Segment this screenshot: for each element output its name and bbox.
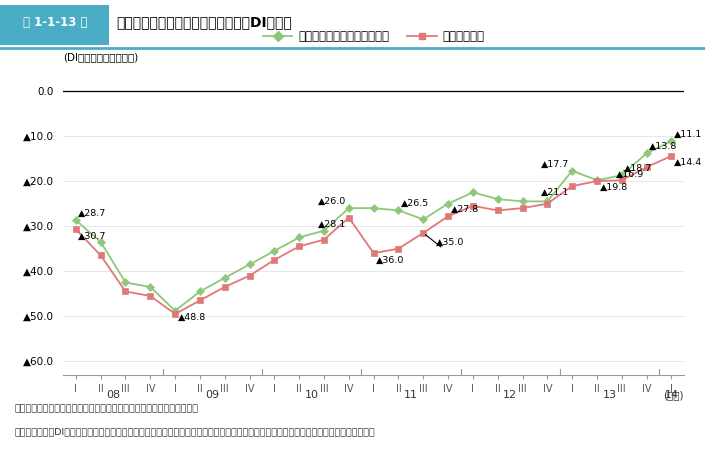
Text: ▲28.1: ▲28.1	[318, 220, 346, 229]
Text: 11: 11	[404, 390, 418, 400]
Text: 12: 12	[503, 390, 517, 400]
Text: 13: 13	[602, 390, 616, 400]
Text: ▲21.1: ▲21.1	[541, 188, 570, 197]
Text: 中小企業・小規模事業者の業況判断DIの推移: 中小企業・小規模事業者の業況判断DIの推移	[116, 16, 292, 30]
Text: ▲17.7: ▲17.7	[541, 159, 570, 169]
Text: ▲28.7: ▲28.7	[78, 209, 106, 218]
Text: (年期): (年期)	[663, 390, 684, 400]
Text: （注）業況判断DIは、前期に比べて、業況が「好転」と答えた企業の割合（％）から、「悪化」と答えた企業の割合（％）を引いたもの。: （注）業況判断DIは、前期に比べて、業況が「好転」と答えた企業の割合（％）から、…	[14, 427, 375, 436]
Text: ▲14.4: ▲14.4	[674, 158, 702, 167]
FancyBboxPatch shape	[0, 5, 109, 45]
Text: ▲16.9: ▲16.9	[616, 170, 644, 178]
Text: ▲26.0: ▲26.0	[318, 197, 346, 206]
Text: 09: 09	[205, 390, 219, 400]
Text: ▲19.8: ▲19.8	[599, 182, 627, 191]
Text: 14: 14	[664, 390, 678, 400]
Text: ▲13.8: ▲13.8	[649, 142, 678, 151]
Text: ▲11.1: ▲11.1	[674, 130, 702, 139]
Text: ▲26.5: ▲26.5	[401, 199, 429, 208]
Text: ▲18.7: ▲18.7	[625, 164, 653, 173]
Legend: 中小企業・小規模事業者全体, 小規模事業者: 中小企業・小規模事業者全体, 小規模事業者	[258, 26, 489, 48]
Text: 資料：中小企業庁・（独）中小企業基盤整備機構「中小企業景況調査」: 資料：中小企業庁・（独）中小企業基盤整備機構「中小企業景況調査」	[14, 404, 198, 414]
Text: 10: 10	[305, 390, 319, 400]
Text: ▲30.7: ▲30.7	[78, 232, 106, 240]
Text: 08: 08	[106, 390, 120, 400]
Text: 第 1-1-13 図: 第 1-1-13 図	[23, 16, 87, 29]
Text: ▲27.8: ▲27.8	[450, 205, 479, 214]
Text: ▲36.0: ▲36.0	[376, 255, 405, 265]
Text: ▲48.8: ▲48.8	[178, 313, 206, 322]
Text: ▲35.0: ▲35.0	[436, 237, 464, 246]
Text: (DI、前期比季節調整値): (DI、前期比季節調整値)	[63, 52, 139, 62]
